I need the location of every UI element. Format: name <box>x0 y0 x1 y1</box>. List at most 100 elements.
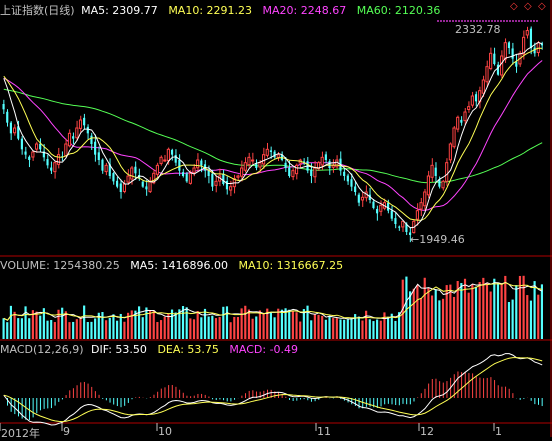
candle-body <box>211 173 214 187</box>
high-marker-dot <box>470 20 472 22</box>
dea-line <box>3 357 543 423</box>
diamond-icon[interactable]: ◇ <box>510 1 518 12</box>
volume-bar <box>24 306 27 339</box>
candle-body <box>178 159 181 171</box>
high-marker-dot <box>452 20 454 22</box>
candle-body <box>34 143 39 150</box>
volume-bar <box>35 311 38 339</box>
high-marker-dot <box>440 20 442 22</box>
volume-bar <box>379 320 382 339</box>
candle-body <box>316 162 321 170</box>
volume-bar <box>398 312 401 339</box>
volume-bar <box>463 278 467 339</box>
volume-bar <box>79 317 82 339</box>
candle-body <box>379 204 383 212</box>
candle-body <box>236 175 240 178</box>
candle-body <box>320 156 324 166</box>
candle-body <box>185 173 188 182</box>
high-marker-dot <box>509 20 511 22</box>
candle-body <box>357 194 360 203</box>
volume-bar <box>211 315 214 339</box>
x-axis-label: 12 <box>420 425 434 438</box>
dif-line <box>3 353 543 426</box>
volume-bar <box>324 319 327 339</box>
candle-body <box>273 151 276 158</box>
x-axis-label: 11 <box>317 425 331 438</box>
volume-bar <box>266 308 269 339</box>
candle-body <box>324 154 327 160</box>
candle-body <box>346 175 349 182</box>
candle-body <box>390 210 393 219</box>
volume-bar <box>471 284 474 339</box>
candle-body <box>500 55 504 76</box>
candle-body <box>141 181 144 187</box>
volume-bar <box>416 285 419 339</box>
candle-body <box>387 202 390 211</box>
candle-body <box>50 167 53 171</box>
high-marker-dot <box>476 20 478 22</box>
candle-body <box>258 162 262 168</box>
candle-body <box>525 30 529 36</box>
candle-body <box>112 173 115 182</box>
candle-body <box>17 126 20 139</box>
volume-bar <box>412 288 415 339</box>
ma60-line <box>3 88 543 184</box>
candle-body <box>394 218 397 224</box>
volume-bar <box>101 312 104 339</box>
candle-body <box>507 42 511 48</box>
price-panel-header: 上证指数(日线) MA5: 2309.77 MA10: 2291.23 MA20… <box>0 4 447 18</box>
high-marker-dot <box>443 20 445 22</box>
diamond-icon[interactable]: ◇ <box>538 1 546 12</box>
volume-value: VOLUME: 1254380.25 <box>0 259 120 272</box>
high-marker-dot <box>530 20 532 22</box>
high-marker-dot <box>461 20 463 22</box>
candle-body <box>138 175 141 179</box>
volume-bar <box>354 314 357 339</box>
dif-value: DIF: 53.50 <box>91 343 147 356</box>
candle-body <box>53 162 57 173</box>
volume-bar <box>207 316 210 339</box>
volume-bar <box>409 291 412 339</box>
volume-bar <box>537 294 540 339</box>
volume-bar <box>445 285 448 339</box>
volume-bar <box>372 321 375 339</box>
volume-bar <box>72 321 75 339</box>
volume-bar <box>181 306 185 339</box>
candle-body <box>313 167 317 178</box>
candle-body <box>247 156 251 166</box>
x-axis-label: 10 <box>158 425 172 438</box>
macd-title: MACD(12,26,9) <box>0 343 84 356</box>
x-axis-label: 1 <box>495 425 502 438</box>
candle-body <box>481 79 485 94</box>
candle-body <box>452 127 456 148</box>
volume-bar <box>31 310 34 339</box>
volume-bar <box>430 295 434 339</box>
diamond-icon[interactable]: ◇ <box>524 1 532 12</box>
candle-body <box>163 159 167 162</box>
candle-body <box>229 186 233 191</box>
candle-body <box>265 148 269 156</box>
volume-bar <box>233 316 236 339</box>
candle-body <box>192 167 196 174</box>
high-marker-dot <box>503 20 505 22</box>
volume-bar <box>299 321 302 339</box>
volume-bar <box>485 282 489 339</box>
volume-bar <box>273 317 276 339</box>
volume-bar <box>255 316 258 339</box>
candle-body <box>294 164 299 175</box>
volume-bar <box>387 316 390 339</box>
candle-body <box>419 202 423 210</box>
volume-bar <box>13 311 16 339</box>
candle-body <box>401 220 405 228</box>
volume-bar <box>284 308 287 339</box>
candle-body <box>207 169 210 176</box>
candle-body <box>97 152 100 160</box>
candle-body <box>511 48 514 59</box>
high-annotation: 2332.78 <box>455 23 501 36</box>
candle-body <box>536 42 540 53</box>
volume-bar <box>310 320 313 339</box>
ma60-value: MA60: 2120.36 <box>356 4 441 17</box>
volume-bar <box>321 315 324 339</box>
volume-bar <box>350 317 353 339</box>
